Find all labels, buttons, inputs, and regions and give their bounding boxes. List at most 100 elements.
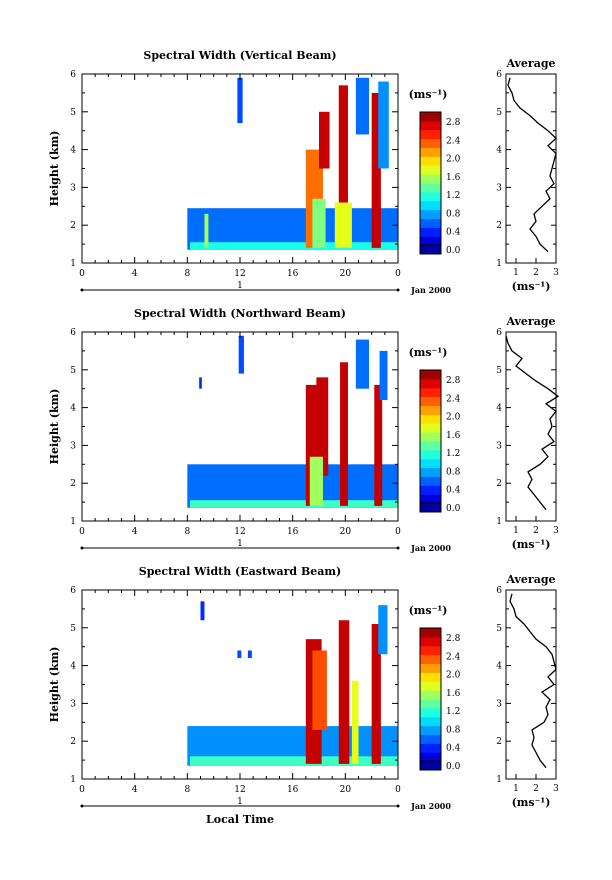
- y-tick-label: 1: [70, 259, 76, 269]
- profile-title: Average: [505, 573, 555, 586]
- y-tick-label: 6: [70, 328, 76, 338]
- colorbar-swatch: [420, 476, 441, 486]
- heatmap-cell: [312, 650, 327, 730]
- day-bar-end: [396, 288, 400, 292]
- colorbar-swatch: [420, 628, 441, 638]
- panel-1: Spectral Width (Northward Beam)0 4 8 12 16 20…: [48, 307, 560, 553]
- x-tick-label: 16: [287, 527, 299, 537]
- x-tick-label: 0: [79, 785, 85, 795]
- colorbar-tick-label: 2.4: [446, 394, 461, 404]
- x-tick-label: 8: [184, 269, 190, 279]
- profile-x-tick-label: 2: [533, 268, 539, 278]
- colorbar-swatch: [420, 485, 441, 495]
- x-tick-label: 20: [340, 785, 352, 795]
- profile-y-tick-label: 6: [496, 70, 502, 80]
- colorbar-swatch: [420, 645, 441, 656]
- colorbar-tick-label: 2.0: [446, 155, 461, 165]
- heatmap-cell: [199, 377, 202, 389]
- y-tick-label: 5: [70, 624, 76, 634]
- profile-x-tick-label: 1: [513, 784, 519, 794]
- profile-y-tick-label: 4: [496, 146, 502, 156]
- profile-y-tick-label: 5: [496, 366, 502, 376]
- colorbar-swatch: [420, 112, 441, 122]
- heatmap-cell: [334, 202, 352, 248]
- colorbar-swatch: [420, 218, 441, 228]
- y-tick-label: 4: [70, 404, 76, 414]
- x-tick-label: 0: [395, 785, 401, 795]
- colorbar-tick-label: 2.4: [446, 652, 461, 662]
- profile-y-tick-label: 1: [496, 517, 502, 527]
- panel-title: Spectral Width (Eastward Beam): [139, 565, 341, 578]
- colorbar-swatch: [420, 716, 441, 727]
- heatmap-cell: [189, 242, 398, 250]
- profile-x-label: (ms⁻¹): [512, 280, 551, 293]
- heatmap-cell: [309, 456, 323, 506]
- y-tick-label: 1: [70, 517, 76, 527]
- profile-y-tick-label: 4: [496, 404, 502, 414]
- colorbar-swatch: [420, 681, 441, 691]
- colorbar-swatch: [420, 494, 441, 504]
- colorbar-swatch: [420, 707, 441, 718]
- y-axis-label: Height (km): [48, 389, 61, 465]
- heatmap-cell: [355, 339, 370, 389]
- day-label: 1: [237, 281, 243, 291]
- heatmap-cell: [189, 756, 398, 766]
- colorbar-tick-label: 0.8: [446, 209, 461, 219]
- profile-x-tick-label: 2: [533, 526, 539, 536]
- colorbar-tick-label: 2.8: [446, 634, 461, 644]
- y-tick-label: 6: [70, 586, 76, 596]
- heatmap-cell: [378, 81, 389, 169]
- day-bar-start: [80, 288, 84, 292]
- colorbar-unit: (ms⁻¹): [409, 346, 448, 359]
- panel-2: Spectral Width (Eastward Beam)0 4 8 12 16 20 0…: [48, 565, 559, 826]
- heatmap-cell: [371, 624, 381, 764]
- colorbar-tick-label: 2.0: [446, 671, 461, 681]
- heatmap-cell: [238, 335, 244, 374]
- x-tick-label: 20: [340, 527, 352, 537]
- profile-y-tick-label: 3: [496, 699, 502, 709]
- colorbar-swatch: [420, 245, 441, 255]
- heatmap-cell: [338, 620, 350, 764]
- colorbar-swatch: [420, 449, 441, 460]
- x-axis-label: Local Time: [206, 813, 274, 826]
- profile-x-label: (ms⁻¹): [512, 538, 551, 551]
- profile-x-tick-label: 3: [553, 784, 559, 794]
- heatmap-cell: [378, 605, 388, 655]
- colorbar-frame: [419, 111, 442, 255]
- day-bar-start: [80, 804, 84, 808]
- profile-x-label: (ms⁻¹): [512, 796, 551, 809]
- profile-line: [507, 77, 557, 253]
- colorbar-swatch: [420, 396, 441, 406]
- profile-title: Average: [505, 57, 555, 70]
- y-tick-label: 4: [70, 146, 76, 156]
- colorbar-swatch: [420, 654, 441, 664]
- profile-y-tick-label: 4: [496, 662, 502, 672]
- panel-title: Spectral Width (Northward Beam): [134, 307, 346, 320]
- heatmap-cell: [338, 85, 348, 248]
- day-label: 1: [237, 539, 243, 549]
- colorbar-swatch: [420, 432, 441, 442]
- heatmap-cell: [247, 650, 252, 659]
- colorbar-tick-label: 2.4: [446, 136, 461, 146]
- profile-y-tick-label: 1: [496, 259, 502, 269]
- colorbar-frame: [419, 627, 442, 771]
- colorbar-swatch: [420, 120, 441, 131]
- colorbar-swatch: [420, 183, 441, 193]
- colorbar-tick-label: 2.8: [446, 376, 461, 386]
- profile-line: [505, 335, 560, 511]
- day-bar-start: [80, 546, 84, 550]
- profile-y-tick-label: 5: [496, 624, 502, 634]
- colorbar-swatch: [420, 441, 441, 451]
- x-tick-label: 16: [287, 269, 299, 279]
- colorbar-swatch: [420, 458, 441, 469]
- profile-line: [509, 593, 557, 769]
- colorbar-swatch: [420, 370, 441, 380]
- profile-frame: [505, 589, 557, 780]
- colorbar-swatch: [420, 690, 441, 700]
- colorbar-swatch: [420, 761, 441, 771]
- x-tick-label: 0: [395, 527, 401, 537]
- profile-y-tick-label: 3: [496, 441, 502, 451]
- colorbar-swatch: [420, 165, 441, 175]
- colorbar-tick-label: 0.8: [446, 467, 461, 477]
